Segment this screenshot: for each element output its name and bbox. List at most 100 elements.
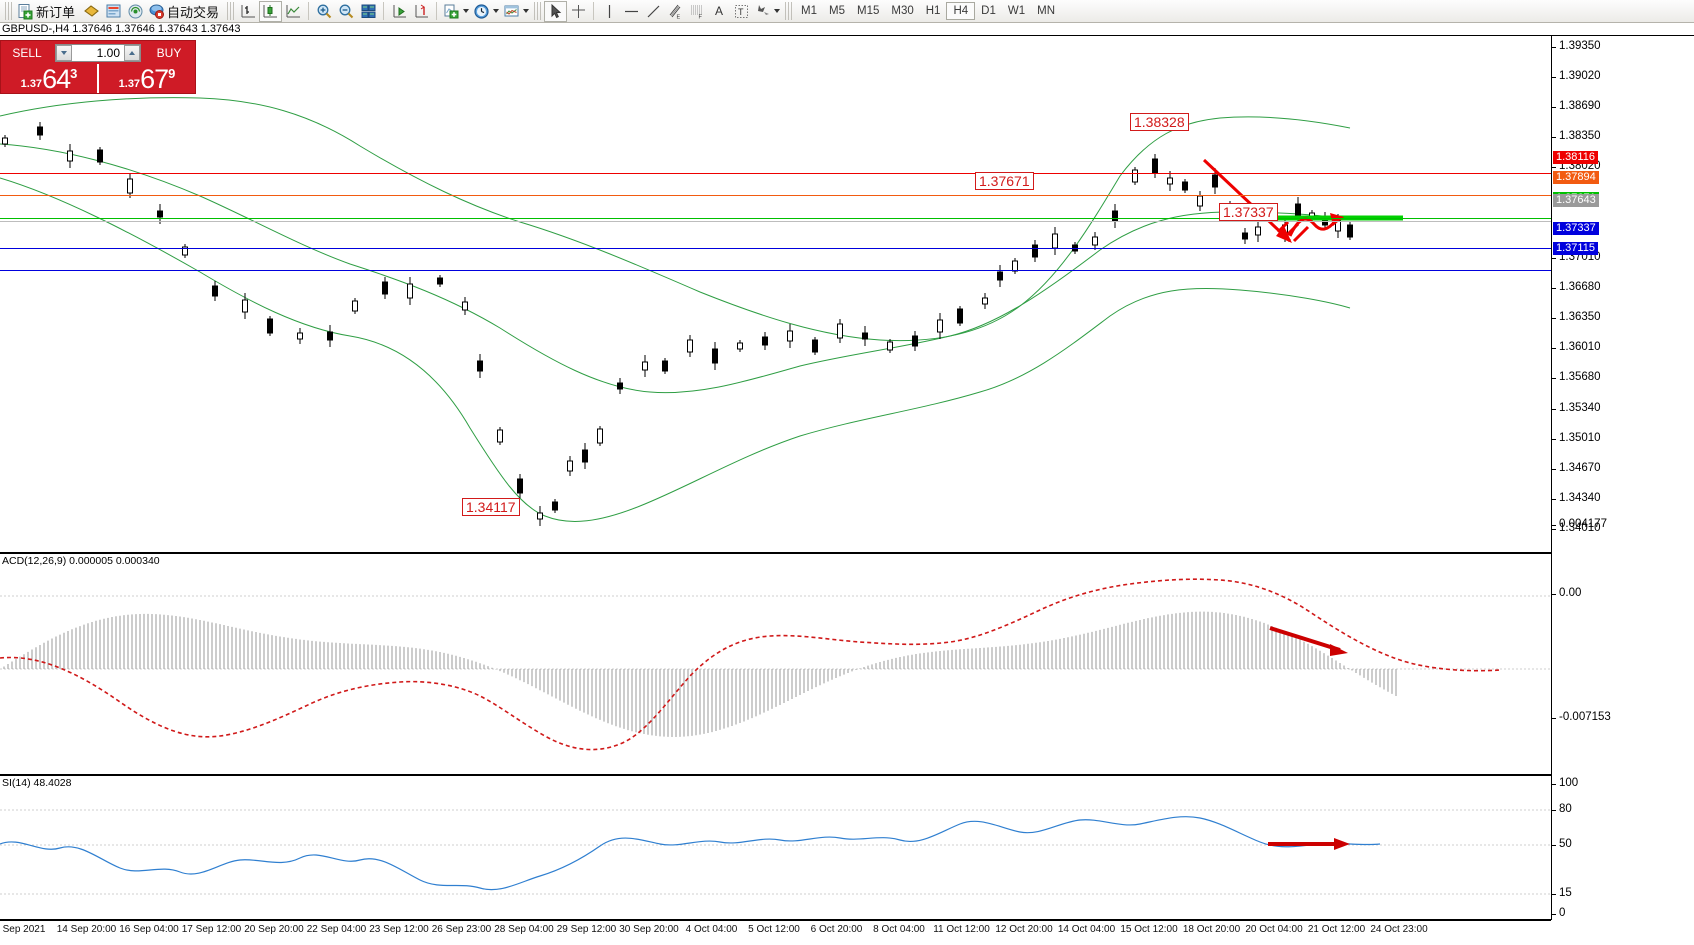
timeframe-m30[interactable]: M30 (891, 5, 914, 17)
equidistant-channel-icon: E (669, 4, 680, 20)
bar-chart-button[interactable] (237, 1, 259, 22)
volume-stepper[interactable]: 1.00 (55, 43, 141, 62)
buy-price[interactable]: 1.37 67 9 (99, 64, 195, 93)
time-tick-label: 4 Oct 04:00 (685, 924, 738, 935)
time-tick-label: 16 Sep 04:00 (119, 924, 179, 935)
trend-line-button[interactable] (642, 1, 664, 22)
macd-canvas (0, 578, 1551, 751)
price-level-line-1.37894[interactable] (0, 195, 1551, 196)
chart-shift-button[interactable] (388, 1, 410, 22)
equidistant-channel-button[interactable]: E (664, 1, 686, 22)
price-tick-label: 1.39020 (1559, 69, 1601, 82)
zoom-in-icon (317, 4, 331, 18)
timeframe-m15[interactable]: M15 (857, 5, 880, 17)
price-level-label[interactable]: 1.37115 (1553, 241, 1598, 255)
price-annotation-label[interactable]: 1.34117 (462, 498, 520, 516)
terminal-button[interactable] (102, 1, 124, 22)
volume-value[interactable]: 1.00 (96, 45, 120, 60)
buy-price-prefix: 1.37 (118, 78, 141, 90)
time-tick-label: 6 Oct 20:00 (810, 924, 863, 935)
rsi-pane[interactable]: SI(14) 48.4028 (0, 775, 1551, 920)
auto-trading-button[interactable]: 自动交易 (146, 1, 224, 22)
new-order-button[interactable]: 新订单 (15, 1, 80, 22)
toolbar-grip-2[interactable] (227, 2, 235, 20)
text-label-button[interactable]: A (708, 1, 730, 22)
price-level-label[interactable]: 1.37643 (1553, 194, 1599, 208)
price-chart-pane[interactable]: 1.38328 1.37671 1.37337 1.34117 (0, 36, 1551, 553)
timeframe-h4[interactable]: H4 (946, 2, 976, 20)
volume-decrease-button[interactable] (56, 44, 72, 61)
price-level-label[interactable]: 1.37337 (1553, 221, 1599, 235)
time-tick-label: 18 Oct 20:00 (1182, 924, 1241, 935)
timeframe-mn[interactable]: MN (1037, 5, 1055, 17)
timeframe-w1[interactable]: W1 (1007, 5, 1026, 17)
sell-button[interactable]: SELL (12, 45, 42, 60)
price-level-line-1.37671[interactable] (0, 218, 1551, 219)
shapes-button[interactable] (752, 1, 782, 22)
toolbar-separator-3 (436, 2, 438, 20)
vertical-line-button[interactable] (598, 1, 620, 22)
add-indicator-button[interactable] (441, 1, 471, 22)
buy-price-main: 67 (140, 64, 169, 94)
fibonacci-button[interactable]: F (686, 1, 708, 22)
timeframe-m1[interactable]: M1 (801, 5, 818, 17)
crosshair-icon (571, 4, 585, 18)
price-annotation-label[interactable]: 1.38328 (1130, 113, 1189, 131)
shapes-chevron-down-icon[interactable] (774, 9, 781, 13)
toolbar-grip-3[interactable] (534, 2, 542, 20)
auto-trading-icon (149, 4, 165, 19)
auto-scroll-button[interactable] (410, 1, 432, 22)
templates-chevron-down-icon[interactable] (523, 9, 530, 13)
buy-button[interactable]: BUY (156, 45, 182, 60)
price-scale[interactable]: 1.39350 1.39020 1.38690 1.38350 1.38020 1.370… (1551, 36, 1694, 920)
rsi-tick-label: 80 (1559, 803, 1572, 815)
price-tick-label: 1.36680 (1559, 281, 1601, 293)
timeframe-m5[interactable]: M5 (829, 5, 845, 17)
period-chevron-down-icon[interactable] (493, 9, 500, 13)
time-tick-label: 17 Sep 12:00 (181, 924, 242, 935)
price-annotation-label[interactable]: 1.37337 (1219, 203, 1278, 221)
crosshair-button[interactable] (567, 1, 589, 22)
sell-price[interactable]: 1.37 64 3 (1, 64, 99, 93)
horizontal-line-button[interactable] (620, 1, 642, 22)
price-tick-label: 1.39350 (1559, 40, 1601, 52)
toolbar-grip[interactable] (5, 2, 12, 20)
period-button[interactable] (471, 1, 501, 22)
toolbar-grip-4[interactable] (785, 2, 793, 20)
time-tick-label: 14 Oct 04:00 (1057, 924, 1116, 935)
macd-tick-label: -0.007153 (1559, 711, 1611, 723)
macd-label: ACD(12,26,9) 0.000005 0.000340 (2, 555, 160, 567)
text-label-icon: A (715, 4, 724, 18)
signals-button[interactable] (124, 1, 146, 22)
price-level-line-1.38116[interactable] (0, 173, 1551, 174)
text-box-icon: T (734, 4, 748, 18)
one-click-trading-panel[interactable]: SELL 1.00 BUY 1.37 64 3 1.37 67 9 (0, 40, 196, 94)
chart-header-bar (0, 23, 1694, 36)
templates-button[interactable] (501, 1, 531, 22)
timeframe-h1[interactable]: H1 (925, 5, 941, 17)
price-level-line-1.37115[interactable] (0, 270, 1551, 271)
volume-increase-button[interactable] (124, 44, 140, 61)
time-tick-label: 14 Sep 20:00 (56, 924, 117, 935)
time-tick-label: 24 Oct 23:00 (1370, 924, 1428, 935)
tile-windows-button[interactable] (357, 1, 379, 22)
price-level-label[interactable]: 1.37894 (1553, 171, 1599, 185)
cursor-button[interactable] (544, 0, 568, 22)
bar-chart-icon (241, 4, 255, 17)
price-annotation-label[interactable]: 1.37671 (975, 172, 1034, 190)
price-tick-label: 1.36010 (1559, 341, 1601, 354)
zoom-in-button[interactable] (313, 1, 335, 22)
text-box-button[interactable]: T (730, 1, 752, 22)
add-indicator-chevron-down-icon[interactable] (463, 9, 470, 13)
price-level-line-1.37337[interactable] (0, 248, 1551, 249)
terminal-icon (106, 4, 121, 17)
line-chart-button[interactable] (282, 1, 304, 22)
candlestick-chart-button[interactable] (259, 0, 283, 22)
timeframe-d1[interactable]: D1 (981, 5, 996, 17)
time-scale[interactable]: Sep 2021 14 Sep 20:00 16 Sep 04:00 17 Sep 1… (0, 920, 1551, 945)
expert-advisor-button[interactable] (80, 1, 102, 22)
price-level-label[interactable]: 1.38116 (1553, 151, 1598, 165)
timeframe-bar: M1 M5 M15 M30 H1 H4 D1 W1 MN (795, 2, 1061, 20)
zoom-out-button[interactable] (335, 1, 357, 22)
macd-pane[interactable]: ACD(12,26,9) 0.000005 0.000340 (0, 553, 1551, 775)
